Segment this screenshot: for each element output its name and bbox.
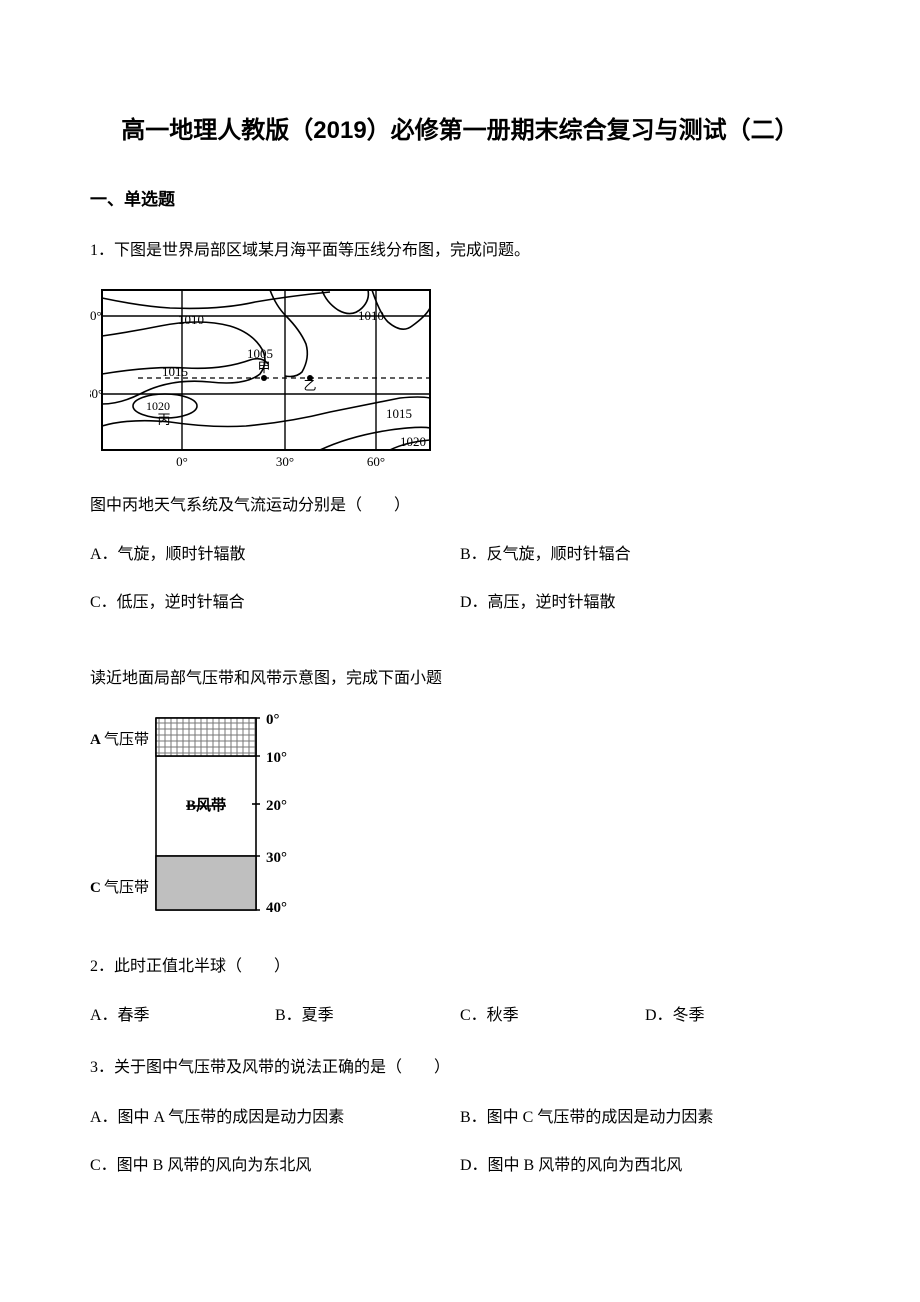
belt-figure: B风带 A 气压带 C 气压带 0° 10° 20° 30° 40° <box>90 714 830 914</box>
deg-40: 40° <box>266 900 287 914</box>
q2-option-b: B．夏季 <box>275 1001 460 1025</box>
p1020a-label: 1020 <box>146 399 170 413</box>
q3-option-d: D．图中 B 风带的风向为西北风 <box>460 1151 830 1175</box>
q3-options: A．图中 A 气压带的成因是动力因素 B．图中 C 气压带的成因是动力因素 C．… <box>90 1103 830 1199</box>
lon-60-label: 60° <box>367 454 385 469</box>
q1-option-a: A．气旋，顺时针辐散 <box>90 540 460 564</box>
p1010b-label: 1010 <box>358 308 384 323</box>
q1-option-b: B．反气旋，顺时针辐合 <box>460 540 830 564</box>
lat-0-label: 0° <box>90 308 102 323</box>
lon-0-label: 0° <box>176 454 188 469</box>
q1-option-d: D．高压，逆时针辐散 <box>460 588 830 612</box>
a-label: A <box>90 732 101 748</box>
deg-30: 30° <box>266 850 287 866</box>
deg-10: 10° <box>266 750 287 766</box>
deg-0: 0° <box>266 714 280 728</box>
q3-option-a: A．图中 A 气压带的成因是动力因素 <box>90 1103 460 1127</box>
page-title: 高一地理人教版（2019）必修第一册期末综合复习与测试（二） <box>90 110 830 145</box>
section-heading: 一、单选题 <box>90 185 830 210</box>
p1015b-label: 1015 <box>386 406 412 421</box>
q1-intro: 1．下图是世界局部区域某月海平面等压线分布图，完成问题。 <box>90 238 830 264</box>
p1005-label: 1005 <box>247 346 273 361</box>
q1-prompt: 图中丙地天气系统及气流运动分别是（ ） <box>90 493 830 519</box>
p1015a-label: 1015 <box>162 364 188 379</box>
q2-option-c: C．秋季 <box>460 1001 645 1025</box>
c-band-label: 气压带 <box>104 879 149 896</box>
q3-option-c: C．图中 B 风带的风向为东北风 <box>90 1151 460 1175</box>
jia-label: 甲 <box>257 360 270 375</box>
q2-prompt: 2．此时正值北半球（ ） <box>90 954 830 980</box>
b-belt-label: B风带 <box>186 797 226 814</box>
c-label: C <box>90 880 101 896</box>
intermediate-text: 读近地面局部气压带和风带示意图，完成下面小题 <box>90 666 830 692</box>
q3-prompt: 3．关于图中气压带及风带的说法正确的是（ ） <box>90 1055 830 1081</box>
lon-30-label: 30° <box>276 454 294 469</box>
q2-option-d: D．冬季 <box>645 1001 830 1025</box>
lat-30-label: 30° <box>90 386 103 401</box>
q1-option-c: C．低压，逆时针辐合 <box>90 588 460 612</box>
q1-options: A．气旋，顺时针辐散 B．反气旋，顺时针辐合 C．低压，逆时针辐合 D．高压，逆… <box>90 540 830 636</box>
bing-label: 丙 <box>157 412 170 427</box>
q2-option-a: A．春季 <box>90 1001 275 1025</box>
p1010a-label: 1010 <box>178 312 204 327</box>
yi-label: 乙 <box>303 378 316 393</box>
deg-20: 20° <box>266 798 287 814</box>
q2-options: A．春季 B．夏季 C．秋季 D．冬季 <box>90 1001 830 1025</box>
q1-figure: 0° 30° 0° 30° 60° 1010 1010 1005 1015 10… <box>90 286 830 471</box>
q3-option-b: B．图中 C 气压带的成因是动力因素 <box>460 1103 830 1127</box>
p1020b-label: 1020 <box>400 434 426 449</box>
a-band-label: 气压带 <box>104 731 149 748</box>
